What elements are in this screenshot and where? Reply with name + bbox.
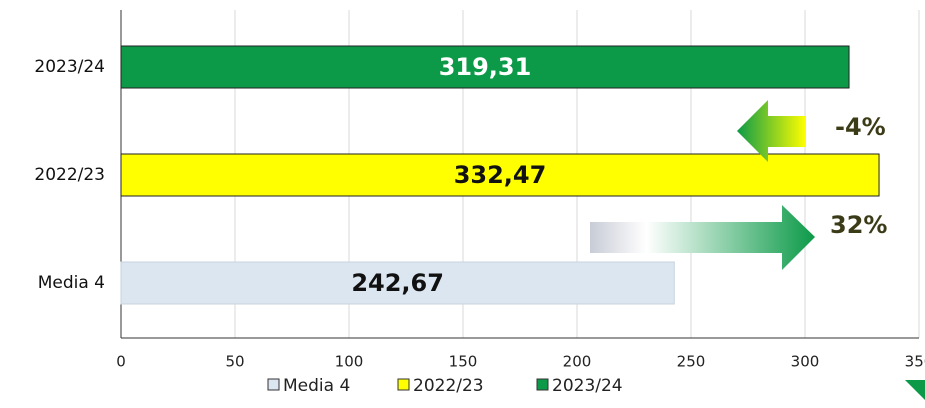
x-tick-label: 150 [449,353,478,371]
value-label: 332,47 [454,161,547,189]
y-tick-label: 2023/24 [34,57,105,77]
legend-label: 2023/24 [552,376,623,396]
legend-swatch [267,378,280,391]
y-tick-label: Media 4 [38,273,105,293]
decrease-arrow [737,100,806,162]
x-tick-label: 50 [225,353,244,371]
x-tick-label: 200 [563,353,592,371]
y-tick-label: 2022/23 [34,165,105,185]
value-label: 319,31 [439,53,532,81]
bar [120,261,675,305]
x-tick-label: 350 [905,353,925,371]
x-tick-label: 100 [335,353,364,371]
bar [120,45,850,89]
x-tick-label: 250 [677,353,706,371]
value-label: 242,67 [351,269,444,297]
annotation: -4% [835,113,886,141]
annotation: 32% [830,211,887,239]
corner-mark [905,380,925,400]
legend-label: Media 4 [283,376,350,396]
increase-arrow [590,205,815,270]
legend-swatch [397,378,410,391]
legend-swatch [536,378,549,391]
bar [120,153,880,197]
x-tick-label: 0 [116,353,126,371]
x-tick-label: 300 [791,353,820,371]
legend-label: 2022/23 [413,376,484,396]
